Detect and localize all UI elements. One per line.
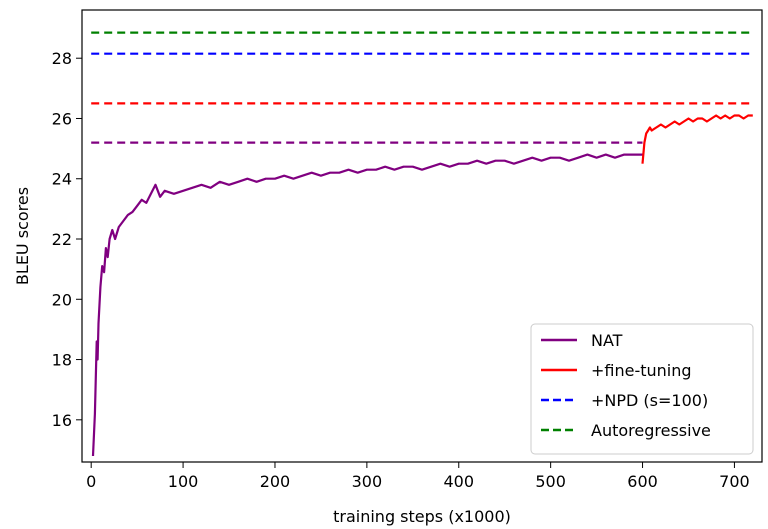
y-tick-label: 20 [52,290,72,309]
y-tick-label: 18 [52,351,72,370]
legend-label-autoregressive: Autoregressive [591,421,711,440]
series-line-fine-tuning [641,114,753,164]
x-axis-title: training steps (x1000) [333,507,511,526]
series-line-nat [91,153,643,457]
y-tick-label: 22 [52,230,72,249]
x-tick-label: 0 [86,472,96,491]
y-tick-label: 26 [52,109,72,128]
x-axis: 0 100 200 300 400 500 600 700 [86,462,750,491]
y-axis-title: BLEU scores [13,187,32,285]
x-tick-label: 400 [443,472,474,491]
legend-box [530,323,754,455]
legend-label-npd-s-100: +NPD (s=100) [591,391,708,410]
x-tick-label: 100 [168,472,199,491]
x-tick-label: 700 [719,472,750,491]
y-tick-label: 28 [52,49,72,68]
x-tick-label: 200 [260,472,291,491]
y-tick-label: 16 [52,411,72,430]
x-tick-label: 300 [352,472,383,491]
axes-frame [81,9,763,463]
y-tick-label: 24 [52,170,72,189]
y-axis: 16 18 20 22 24 26 28 [52,49,82,430]
legend: NAT +fine-tuning +NPD (s=100) Autoregressiv… [530,323,754,455]
x-tick-label: 600 [627,472,658,491]
legend-label-nat: NAT [591,331,623,350]
plot-area [91,31,753,457]
x-tick-label: 500 [535,472,566,491]
legend-label-fine-tuning: +fine-tuning [591,361,692,380]
